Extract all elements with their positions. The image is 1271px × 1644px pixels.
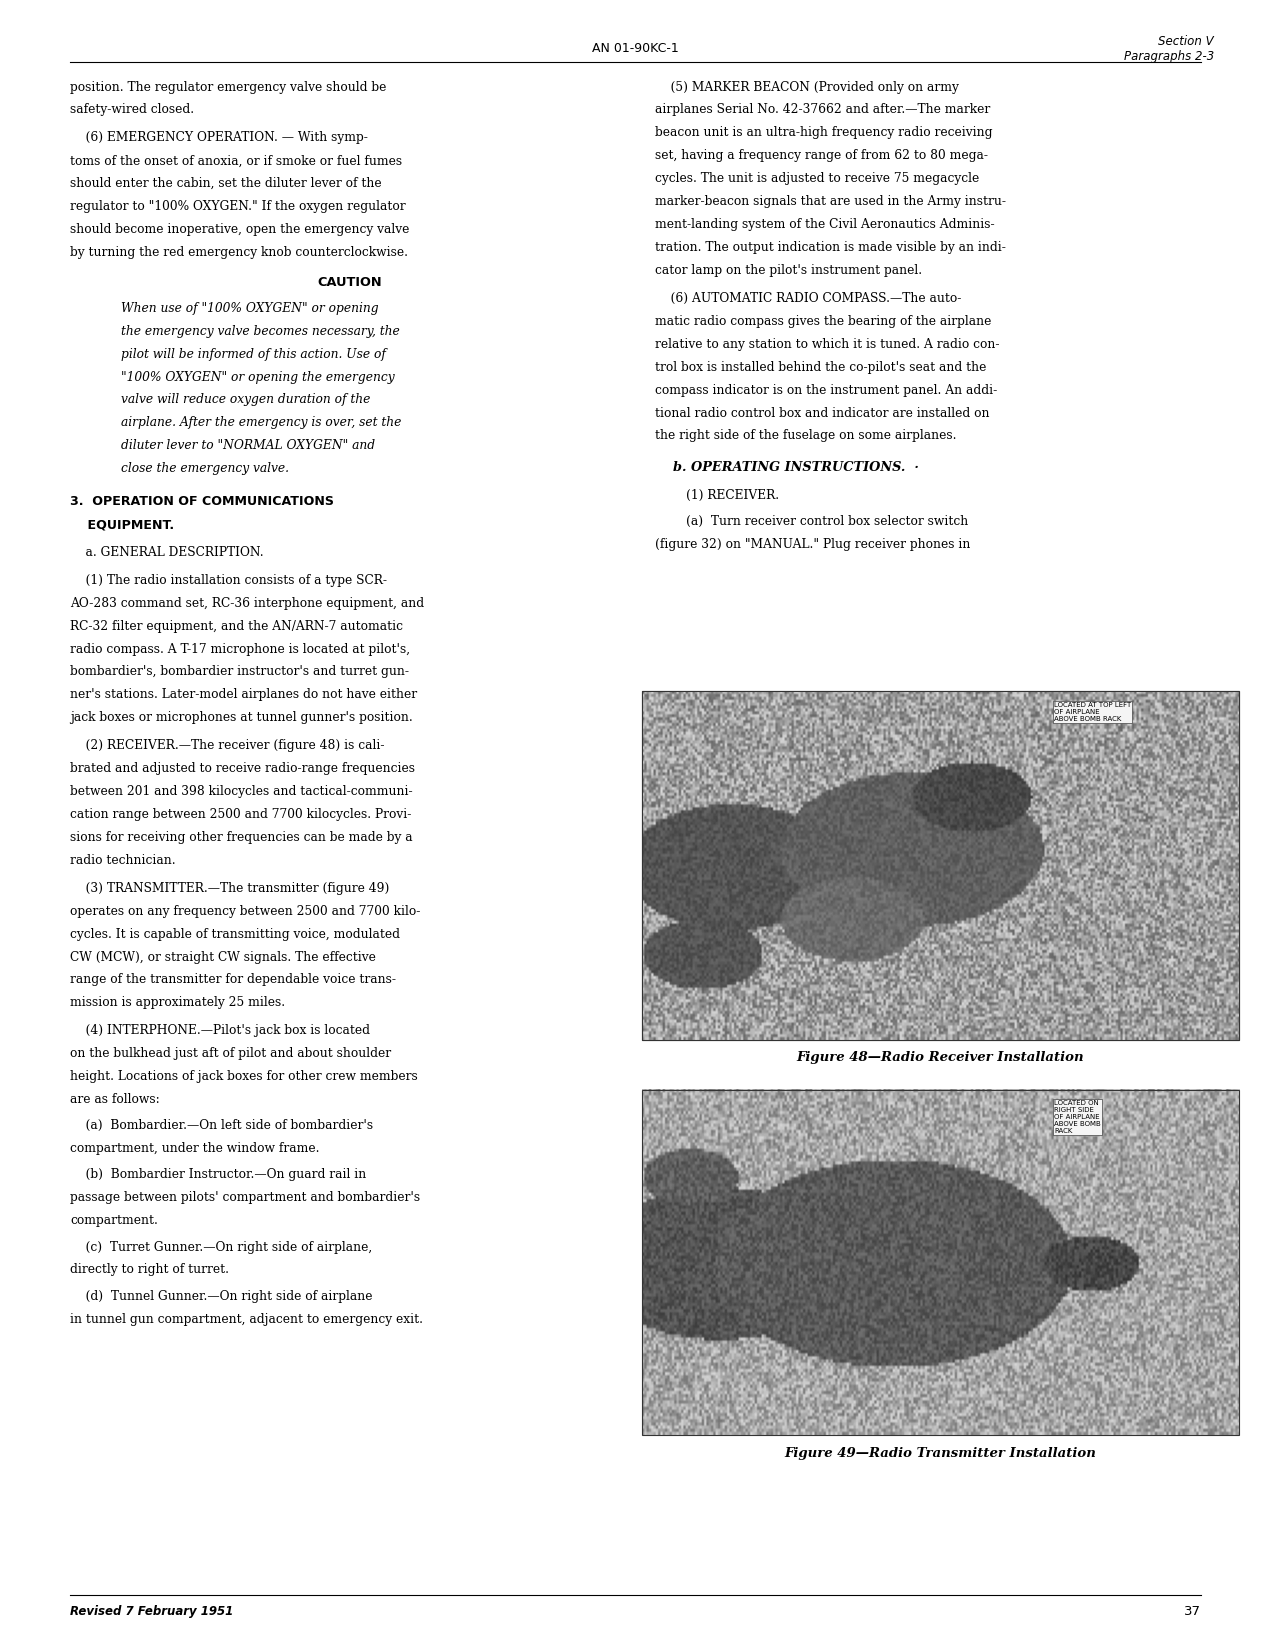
Text: (a)  Turn receiver control box selector switch: (a) Turn receiver control box selector s… [655,515,967,528]
Text: airplane. After the emergency is over, set the: airplane. After the emergency is over, s… [121,416,402,429]
Text: CAUTION: CAUTION [318,276,381,289]
Text: toms of the onset of anoxia, or if smoke or fuel fumes: toms of the onset of anoxia, or if smoke… [70,155,402,168]
Text: (4) INTERPHONE.—Pilot's jack box is located: (4) INTERPHONE.—Pilot's jack box is loca… [70,1024,370,1037]
Text: matic radio compass gives the bearing of the airplane: matic radio compass gives the bearing of… [655,316,991,327]
Bar [642,690,1239,1039]
Text: airplanes Serial No. 42-37662 and after.—The marker: airplanes Serial No. 42-37662 and after.… [655,104,990,117]
Text: are as follows:: are as follows: [70,1093,160,1106]
Text: (a)  Bombardier.—On left side of bombardier's: (a) Bombardier.—On left side of bombardi… [70,1120,372,1133]
Text: in tunnel gun compartment, adjacent to emergency exit.: in tunnel gun compartment, adjacent to e… [70,1312,423,1325]
Text: "100% OXYGEN" or opening the emergency: "100% OXYGEN" or opening the emergency [121,370,394,383]
Text: diluter lever to "NORMAL OXYGEN" and: diluter lever to "NORMAL OXYGEN" and [121,439,375,452]
Text: radio compass. A T-17 microphone is located at pilot's,: radio compass. A T-17 microphone is loca… [70,643,411,656]
Text: (c)  Turret Gunner.—On right side of airplane,: (c) Turret Gunner.—On right side of airp… [70,1241,372,1254]
Text: Paragraphs 2-3: Paragraphs 2-3 [1124,51,1214,62]
Text: RC-32 filter equipment, and the AN/ARN-7 automatic: RC-32 filter equipment, and the AN/ARN-7… [70,620,403,633]
Text: close the emergency valve.: close the emergency valve. [121,462,289,475]
Text: compartment, under the window frame.: compartment, under the window frame. [70,1143,319,1156]
Text: on the bulkhead just aft of pilot and about shoulder: on the bulkhead just aft of pilot and ab… [70,1047,391,1060]
Text: should enter the cabin, set the diluter lever of the: should enter the cabin, set the diluter … [70,178,381,191]
Text: regulator to "100% OXYGEN." If the oxygen regulator: regulator to "100% OXYGEN." If the oxyge… [70,201,405,214]
Text: 37: 37 [1185,1605,1201,1618]
Text: the right side of the fuselage on some airplanes.: the right side of the fuselage on some a… [655,429,956,442]
Text: LOCATED AT TOP LEFT
OF AIRPLANE
ABOVE BOMB RACK: LOCATED AT TOP LEFT OF AIRPLANE ABOVE BO… [1054,702,1131,722]
Text: (6) AUTOMATIC RADIO COMPASS.—The auto-: (6) AUTOMATIC RADIO COMPASS.—The auto- [655,293,961,304]
Text: CW (MCW), or straight CW signals. The effective: CW (MCW), or straight CW signals. The ef… [70,950,376,963]
Text: should become inoperative, open the emergency valve: should become inoperative, open the emer… [70,224,409,237]
Text: valve will reduce oxygen duration of the: valve will reduce oxygen duration of the [121,393,370,406]
Text: marker-beacon signals that are used in the Army instru-: marker-beacon signals that are used in t… [655,196,1005,209]
Text: Revised 7 February 1951: Revised 7 February 1951 [70,1605,233,1618]
Text: directly to right of turret.: directly to right of turret. [70,1264,229,1276]
Text: by turning the red emergency knob counterclockwise.: by turning the red emergency knob counte… [70,247,408,260]
Text: tional radio control box and indicator are installed on: tional radio control box and indicator a… [655,406,989,419]
Text: Section V: Section V [1158,35,1214,48]
Text: ner's stations. Later-model airplanes do not have either: ner's stations. Later-model airplanes do… [70,689,417,702]
Bar [642,1090,1239,1435]
Text: jack boxes or microphones at tunnel gunner's position.: jack boxes or microphones at tunnel gunn… [70,712,413,725]
Text: a. GENERAL DESCRIPTION.: a. GENERAL DESCRIPTION. [70,546,263,559]
Text: (6) EMERGENCY OPERATION. — With symp-: (6) EMERGENCY OPERATION. — With symp- [70,132,367,145]
Text: compass indicator is on the instrument panel. An addi-: compass indicator is on the instrument p… [655,383,996,396]
Text: passage between pilots' compartment and bombardier's: passage between pilots' compartment and … [70,1192,419,1205]
Text: (1) RECEIVER.: (1) RECEIVER. [655,488,779,501]
Text: radio technician.: radio technician. [70,853,175,866]
Text: mission is approximately 25 miles.: mission is approximately 25 miles. [70,996,285,1009]
Text: pilot will be informed of this action. Use of: pilot will be informed of this action. U… [121,347,385,360]
Text: safety-wired closed.: safety-wired closed. [70,104,194,117]
Text: brated and adjusted to receive radio-range frequencies: brated and adjusted to receive radio-ran… [70,763,414,776]
Text: cator lamp on the pilot's instrument panel.: cator lamp on the pilot's instrument pan… [655,265,921,278]
Text: sions for receiving other frequencies can be made by a: sions for receiving other frequencies ca… [70,830,413,843]
Text: b. OPERATING INSTRUCTIONS.  ·: b. OPERATING INSTRUCTIONS. · [655,460,919,473]
Text: AO-283 command set, RC-36 interphone equipment, and: AO-283 command set, RC-36 interphone equ… [70,597,425,610]
Text: (3) TRANSMITTER.—The transmitter (figure 49): (3) TRANSMITTER.—The transmitter (figure… [70,881,389,894]
Text: cycles. It is capable of transmitting voice, modulated: cycles. It is capable of transmitting vo… [70,927,400,940]
Text: between 201 and 398 kilocycles and tactical-communi-: between 201 and 398 kilocycles and tacti… [70,786,413,797]
Text: When use of "100% OXYGEN" or opening: When use of "100% OXYGEN" or opening [121,302,379,314]
Text: the emergency valve becomes necessary, the: the emergency valve becomes necessary, t… [121,326,399,337]
Text: set, having a frequency range of from 62 to 80 mega-: set, having a frequency range of from 62… [655,150,988,163]
Text: LOCATED ON
RIGHT SIDE
OF AIRPLANE
ABOVE BOMB
RACK: LOCATED ON RIGHT SIDE OF AIRPLANE ABOVE … [1054,1100,1101,1134]
Text: cation range between 2500 and 7700 kilocycles. Provi-: cation range between 2500 and 7700 kiloc… [70,809,412,820]
Text: operates on any frequency between 2500 and 7700 kilo-: operates on any frequency between 2500 a… [70,904,421,917]
Text: compartment.: compartment. [70,1215,158,1228]
Text: height. Locations of jack boxes for other crew members: height. Locations of jack boxes for othe… [70,1070,418,1083]
Text: tration. The output indication is made visible by an indi-: tration. The output indication is made v… [655,242,1005,255]
Text: (5) MARKER BEACON (Provided only on army: (5) MARKER BEACON (Provided only on army [655,81,958,94]
Text: position. The regulator emergency valve should be: position. The regulator emergency valve … [70,81,386,94]
Text: 3.  OPERATION OF COMMUNICATIONS: 3. OPERATION OF COMMUNICATIONS [70,495,334,508]
Text: (1) The radio installation consists of a type SCR-: (1) The radio installation consists of a… [70,574,386,587]
Text: Figure 48—Radio Receiver Installation: Figure 48—Radio Receiver Installation [797,1052,1084,1064]
Text: trol box is installed behind the co-pilot's seat and the: trol box is installed behind the co-pilo… [655,360,986,373]
Text: (b)  Bombardier Instructor.—On guard rail in: (b) Bombardier Instructor.—On guard rail… [70,1169,366,1182]
Text: range of the transmitter for dependable voice trans-: range of the transmitter for dependable … [70,973,395,986]
Text: (d)  Tunnel Gunner.—On right side of airplane: (d) Tunnel Gunner.—On right side of airp… [70,1291,372,1302]
Text: ment-landing system of the Civil Aeronautics Adminis-: ment-landing system of the Civil Aeronau… [655,219,994,232]
Bar [642,690,1239,1039]
Text: AN 01-90KC-1: AN 01-90KC-1 [592,43,679,54]
Text: (2) RECEIVER.—The receiver (figure 48) is cali-: (2) RECEIVER.—The receiver (figure 48) i… [70,740,384,753]
Text: (figure 32) on "MANUAL." Plug receiver phones in: (figure 32) on "MANUAL." Plug receiver p… [655,538,970,551]
Text: bombardier's, bombardier instructor's and turret gun-: bombardier's, bombardier instructor's an… [70,666,409,679]
Text: EQUIPMENT.: EQUIPMENT. [70,518,174,531]
Text: Figure 49—Radio Transmitter Installation: Figure 49—Radio Transmitter Installation [784,1447,1097,1460]
Text: relative to any station to which it is tuned. A radio con-: relative to any station to which it is t… [655,337,999,350]
Text: beacon unit is an ultra-high frequency radio receiving: beacon unit is an ultra-high frequency r… [655,127,993,140]
Text: cycles. The unit is adjusted to receive 75 megacycle: cycles. The unit is adjusted to receive … [655,173,979,186]
